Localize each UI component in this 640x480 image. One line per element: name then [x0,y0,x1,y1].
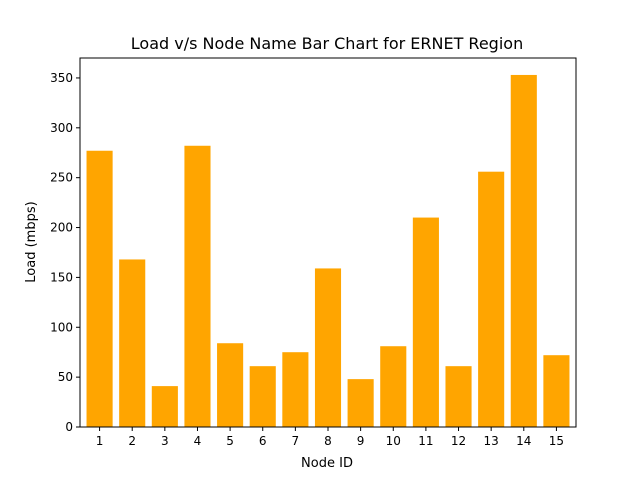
chart-title: Load v/s Node Name Bar Chart for ERNET R… [131,34,523,53]
bar-node-8 [314,268,342,427]
y-tick-label: 50 [58,370,73,384]
x-axis-label: Node ID [301,456,353,471]
x-tick-label: 13 [484,434,499,448]
bar-node-2 [119,259,146,427]
plot-frame [79,57,577,428]
x-tick-label: 3 [161,434,169,448]
y-axis: 0 50 100 150 200 250 300 350 [50,71,80,434]
bar-node-13 [478,171,505,427]
bar-node-1 [86,150,113,427]
x-tick-label: 5 [226,434,234,448]
y-tick-label: 0 [65,420,73,434]
x-tick-label: 9 [357,434,365,448]
x-tick-label: 14 [516,434,531,448]
bar-node-11 [412,217,439,427]
x-tick-label: 15 [549,434,564,448]
x-tick-label: 1 [96,434,104,448]
bar-node-7 [282,352,309,427]
x-tick-label: 10 [386,434,401,448]
bar-node-9 [347,379,374,427]
y-tick-label: 200 [50,221,73,235]
y-axis-label: Load (mbps) [24,201,39,282]
y-tick-label: 100 [50,320,73,334]
y-tick-label: 350 [50,71,73,85]
bar-node-5 [217,343,244,427]
x-tick-label: 2 [128,434,136,448]
y-tick-label: 300 [50,121,73,135]
x-tick-label: 12 [451,434,466,448]
x-axis: 1 2 3 4 5 6 7 8 9 10 11 12 13 14 15 [96,427,564,448]
bar-node-6 [249,366,276,427]
x-tick-label: 7 [292,434,300,448]
bar-node-15 [543,355,570,427]
bar-node-14 [510,74,537,428]
bar-node-12 [445,366,472,427]
x-tick-label: 4 [194,434,202,448]
bar-node-4 [184,145,211,428]
bar-node-3 [151,386,178,427]
bars-group [86,74,570,428]
x-tick-label: 11 [418,434,433,448]
x-tick-label: 6 [259,434,267,448]
bar-node-10 [380,346,407,427]
y-tick-label: 150 [50,270,73,284]
x-tick-label: 8 [324,434,332,448]
y-tick-label: 250 [50,171,73,185]
